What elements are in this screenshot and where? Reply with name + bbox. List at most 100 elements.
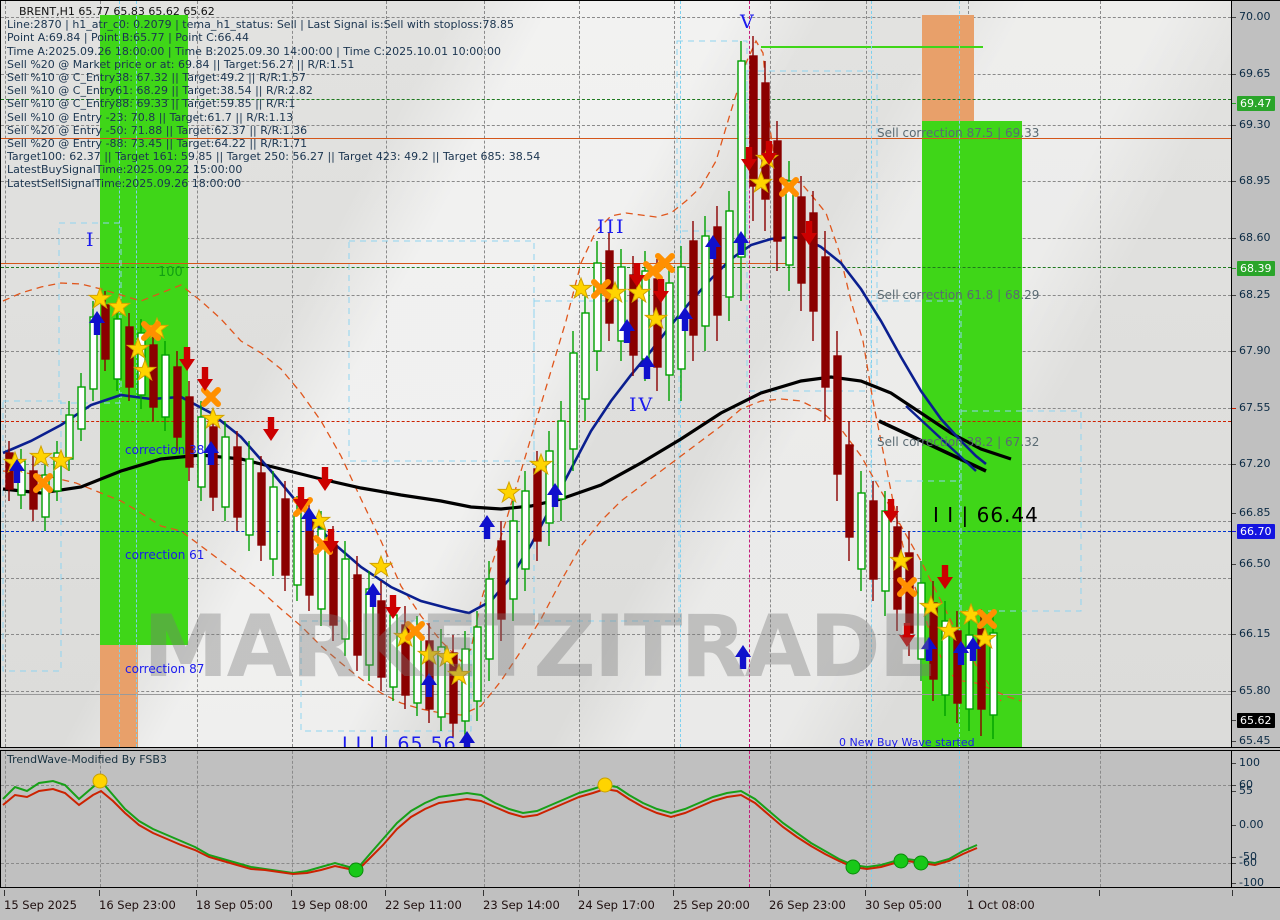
price-tick-label: 68.60 [1239, 231, 1271, 244]
indicator-line-green [2, 779, 978, 875]
info-line: Target100: 62.37 || Target 161: 59.85 ||… [7, 150, 541, 164]
wave-label-iii: III [597, 216, 626, 238]
annotation-correction-61: correction 61 [125, 548, 205, 562]
indicator-dot-top [597, 777, 613, 793]
indicator-dot-bottom [348, 862, 364, 878]
horizontal-gridline [1, 521, 1231, 522]
annotation-new-buy-wave: 0 New Buy Wave started [839, 736, 975, 748]
time-tick-label: 16 Sep 23:00 [99, 898, 176, 912]
indicator-tick-label: 100 [1239, 756, 1260, 769]
price-tick-label: 65.80 [1239, 684, 1271, 697]
signal-markers [2, 141, 998, 747]
vertical-gridline [866, 1, 867, 747]
indicator-tick-label: -60 [1239, 856, 1257, 869]
price-chart-pane[interactable]: MARKETZITRADE BRENT,H1 65.77 65.83 65.62… [0, 0, 1232, 748]
horizontal-gridline [1, 747, 1231, 748]
price-tick-label: 69.30 [1239, 118, 1271, 131]
level-sell-correction-38 [1, 421, 1231, 422]
price-tick-label: 67.20 [1239, 457, 1271, 470]
info-line: Sell %10 @ C_Entry88: 69.33 || Target:59… [7, 97, 296, 111]
annotation-correction-87: correction 87 [125, 662, 205, 676]
vertical-gridline [292, 751, 293, 887]
price-tick-label: 70.00 [1239, 10, 1271, 23]
annotation-correction-100: 100 [158, 265, 183, 280]
wave-label-i: I [86, 229, 96, 251]
price-tick-label: 65.45 [1239, 734, 1271, 747]
trendline-navy [905, 405, 977, 472]
info-line: Time A:2025.09.26 18:00:00 | Time B:2025… [7, 44, 501, 58]
annotation-sell-correction-875: Sell correction 87.5 | 69.33 [877, 126, 1040, 140]
info-line: Sell %20 @ Market price or at: 69.84 || … [7, 57, 355, 71]
vline-cyan [959, 751, 960, 887]
info-line: LatestBuySignalTime:2025.09.22 15:00:00 [7, 163, 243, 177]
vline-cyan [959, 1, 960, 747]
vertical-gridline [579, 1, 580, 747]
time-tick-label: 23 Sep 14:00 [483, 898, 560, 912]
horizontal-gridline [1, 238, 1231, 239]
chart-drawing-layer [2, 36, 1082, 747]
annotation-sell-correction-618: Sell correction 61.8 | 68.29 [877, 288, 1040, 302]
annotation-sell-correction-382: Sell correction 38.2 | 67.32 [877, 435, 1040, 449]
time-tick-label: 18 Sep 05:00 [196, 898, 273, 912]
info-line: LatestSellSignalTime:2025.09.26 18:00:00 [7, 176, 242, 190]
info-line: Sell %10 @ C_Entry61: 68.29 || Target:38… [7, 84, 313, 98]
price-tick-label: 66.85 [1239, 506, 1271, 519]
vertical-gridline [484, 751, 485, 887]
indicator-tick-label: 55 [1239, 784, 1253, 797]
vertical-gridline [770, 751, 771, 887]
horizontal-gridline [1, 634, 1231, 635]
vertical-gridline [386, 751, 387, 887]
price-tick-label: 68.95 [1239, 174, 1271, 187]
vertical-gridline [674, 1, 675, 747]
level-sell-correction-87 [1, 138, 1231, 139]
vline-signal-magenta [749, 1, 750, 747]
time-tick-label: 24 Sep 17:00 [578, 898, 655, 912]
price-tick-label: 67.90 [1239, 344, 1271, 357]
indicator-tick-label: 0.00 [1239, 818, 1264, 831]
indicator-signal-dots [92, 773, 929, 878]
price-tick-label: 65.62 [1237, 713, 1275, 728]
price-tick-label: 66.50 [1239, 557, 1271, 570]
price-axis[interactable]: 70.00 69.65 69.47 69.30 68.95 68.60 68.3… [1232, 0, 1280, 748]
sell-correction-zone-orange [922, 15, 974, 135]
wave-label-v: V [740, 11, 756, 33]
vertical-gridline [866, 751, 867, 887]
envelope-upper-band [2, 39, 1022, 702]
price-tick-label: 67.55 [1239, 401, 1271, 414]
indicator-drawing-layer [2, 773, 978, 878]
level-fib-green-dash [1, 267, 1231, 268]
indicator-axis[interactable]: 100 60 55 0.00 -50 -60 -100 [1232, 750, 1280, 889]
annotation-correction-38: correction 38 [125, 443, 205, 457]
vertical-gridline [5, 1, 6, 747]
time-tick-label: 25 Sep 20:00 [673, 898, 750, 912]
info-line: Sell %20 @ Entry -50: 71.88 || Target:62… [7, 123, 308, 137]
horizontal-gridline [1, 578, 1231, 579]
horizontal-gridline [1, 17, 1231, 18]
horizontal-gridline [1, 408, 1231, 409]
tag-wave-iii-price: I I I | 65.56 [342, 733, 457, 748]
info-line: Line:2870 | h1_atr_c0: 0.2079 | tema_h1_… [7, 18, 514, 32]
horizontal-gridline [1, 181, 1231, 182]
vertical-gridline [100, 751, 101, 887]
indicator-overbought-line [1, 785, 1231, 786]
vline-cyan [871, 751, 872, 887]
indicator-dot-bottom [893, 853, 909, 869]
vertical-gridline [197, 751, 198, 887]
indicator-dot-bottom [913, 855, 929, 871]
indicator-dot-top [92, 773, 108, 789]
info-line: Point A:69.84 | Point B:65.77 | Point C:… [7, 31, 249, 45]
vertical-gridline [5, 751, 6, 887]
price-tick-label: 66.70 [1237, 524, 1275, 539]
vertical-gridline [674, 751, 675, 887]
horizontal-gridline [1, 464, 1231, 465]
sell-arrow-down [179, 141, 953, 647]
indicator-dot-bottom [845, 859, 861, 875]
info-line: Sell %10 @ Entry -23: 70.8 || Target:61.… [7, 110, 294, 124]
tag-wave-ii-price: I I | 66.44 [933, 503, 1039, 527]
vertical-gridline [579, 751, 580, 887]
time-axis[interactable]: 15 Sep 2025 16 Sep 23:00 18 Sep 05:00 19… [0, 890, 1280, 920]
time-tick-label: 1 Oct 08:00 [967, 898, 1035, 912]
horizontal-gridline [1, 74, 1231, 75]
indicator-title: TrendWave-Modified By FSB3 [7, 753, 167, 766]
indicator-pane[interactable]: TrendWave-Modified By FSB3 [0, 750, 1232, 888]
